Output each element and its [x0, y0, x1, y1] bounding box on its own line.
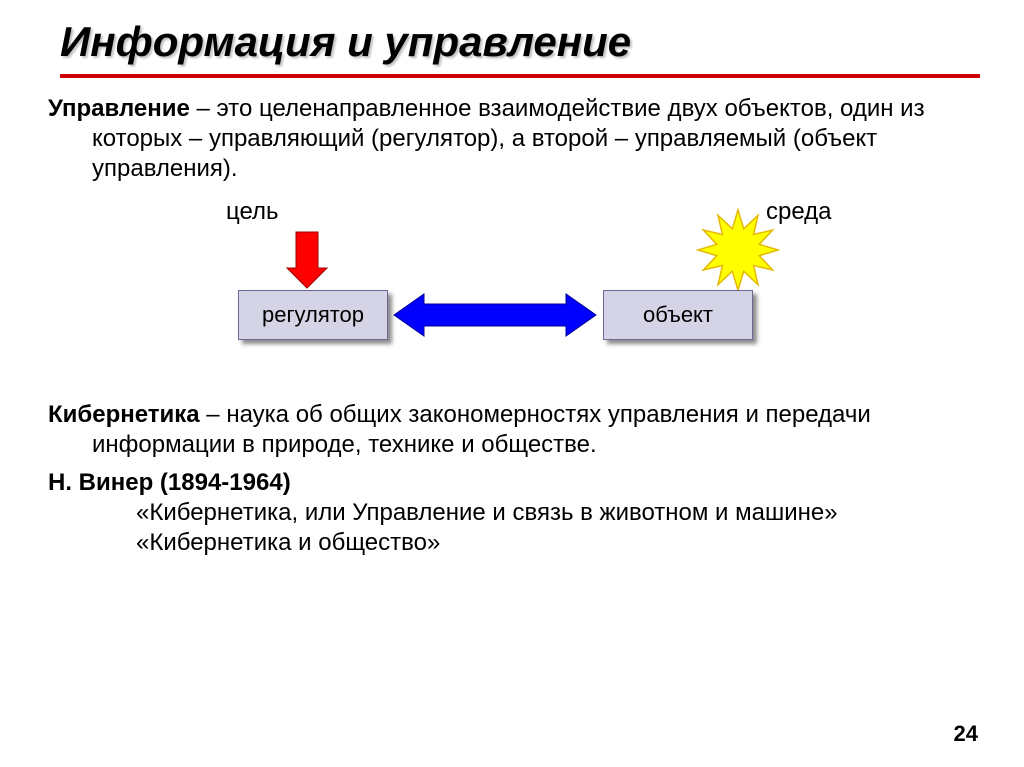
para2-term: Кибернетика	[48, 401, 200, 428]
regulator-box: регулятор	[238, 290, 388, 340]
para3-book2: «Кибернетика и общество»	[92, 528, 440, 558]
paragraph-3: Н. Винер (1894-1964) «Кибернетика, или У…	[48, 468, 976, 558]
page-number: 24	[954, 721, 978, 747]
para3-book1: «Кибернетика, или Управление и связь в ж…	[92, 498, 838, 528]
para1-text: – это целенаправленное взаимодействие дв…	[92, 95, 925, 182]
diagram-svg	[48, 192, 976, 382]
object-box: объект	[603, 290, 753, 340]
paragraph-1: Управление – это целенаправленное взаимо…	[48, 94, 976, 184]
para1-term: Управление	[48, 95, 190, 122]
regulator-label: регулятор	[262, 302, 364, 328]
slide-title: Информация и управление	[60, 18, 1024, 66]
slide-body: Управление – это целенаправленное взаимо…	[0, 78, 1024, 558]
para3-author: Н. Винер (1894-1964)	[48, 469, 291, 496]
para2-text: – наука об общих закономерностях управле…	[92, 401, 871, 458]
object-label: объект	[643, 302, 713, 328]
title-block: Информация и управление	[0, 0, 1024, 78]
paragraph-2: Кибернетика – наука об общих закономерно…	[48, 400, 976, 460]
slide: Информация и управление Управление – это…	[0, 0, 1024, 767]
diagram: цель среда регулятор объект	[48, 192, 976, 382]
